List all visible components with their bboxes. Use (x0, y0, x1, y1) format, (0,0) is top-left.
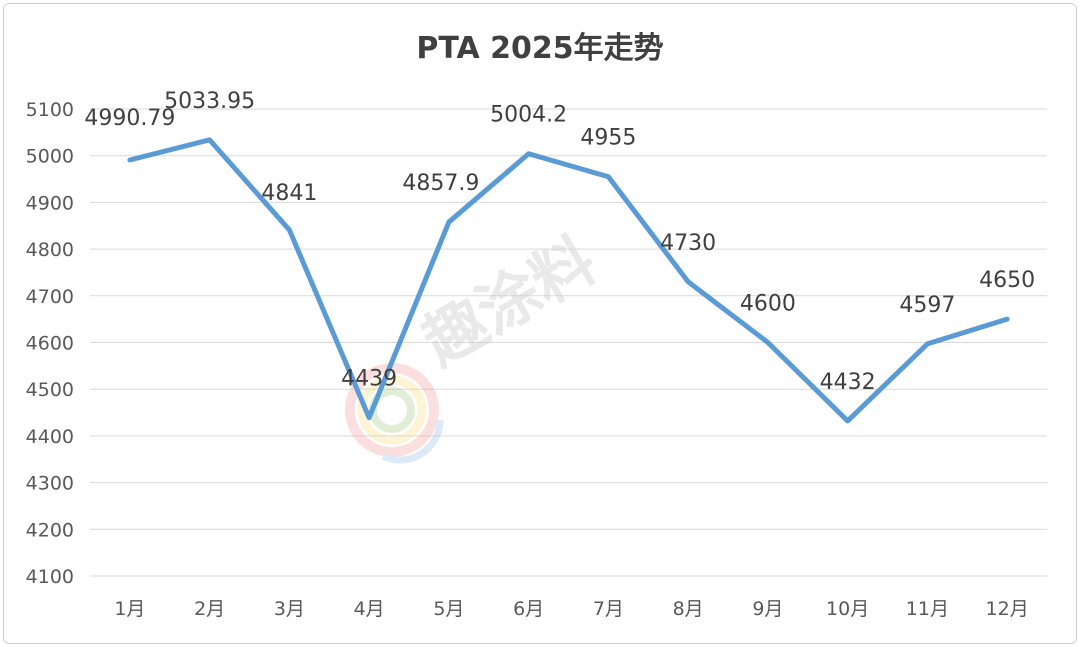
data-label: 4432 (820, 370, 876, 395)
x-tick-label: 2月 (194, 598, 225, 620)
data-label: 4439 (341, 367, 397, 392)
data-label: 4841 (261, 181, 317, 206)
x-tick-label: 1月 (114, 598, 145, 620)
data-label: 4730 (660, 231, 716, 256)
data-label: 4650 (979, 268, 1035, 293)
y-tick-label: 5100 (26, 99, 74, 121)
data-label: 4955 (580, 126, 636, 151)
x-tick-label: 10月 (826, 598, 869, 620)
x-tick-label: 4月 (354, 598, 385, 620)
data-label: 4597 (899, 293, 955, 318)
series-line (127, 137, 1010, 424)
chart-frame (3, 3, 1077, 644)
data-label: 4857.9 (402, 171, 479, 196)
x-tick-label: 9月 (752, 598, 783, 620)
gridlines (90, 108, 1047, 577)
watermark: 趣涂料 (345, 223, 608, 464)
data-label: 4600 (740, 292, 796, 317)
x-axis-tick-labels: 1月 2月 3月 4月 5月 6月 7月 8月 9月 10月 11月 12月 (114, 598, 1028, 620)
x-tick-label: 3月 (274, 598, 305, 620)
x-tick-label: 5月 (433, 598, 464, 620)
series-line-group (127, 137, 1010, 424)
y-tick-label: 4500 (26, 379, 74, 401)
data-label: 5004.2 (490, 103, 567, 128)
data-label: 4990.79 (84, 106, 175, 131)
y-tick-label: 4700 (26, 286, 74, 308)
chart-title: PTA 2025年走势 (416, 31, 663, 66)
y-tick-label: 4900 (26, 192, 74, 214)
y-tick-label: 5000 (26, 146, 74, 168)
x-tick-label: 11月 (906, 598, 949, 620)
x-tick-label: 6月 (513, 598, 544, 620)
y-tick-label: 4800 (26, 239, 74, 261)
y-tick-label: 4400 (26, 426, 74, 448)
data-label: 5033.95 (164, 89, 255, 114)
y-tick-label: 4200 (26, 519, 74, 541)
x-tick-label: 8月 (673, 598, 704, 620)
y-tick-label: 4100 (26, 566, 74, 588)
x-tick-label: 12月 (986, 598, 1029, 620)
x-tick-label: 7月 (593, 598, 624, 620)
y-axis-tick-labels: 4100 4200 4300 4400 4500 4600 4700 4800 4900 5000… (26, 99, 74, 588)
y-tick-label: 4600 (26, 333, 74, 355)
y-tick-label: 4300 (26, 473, 74, 495)
